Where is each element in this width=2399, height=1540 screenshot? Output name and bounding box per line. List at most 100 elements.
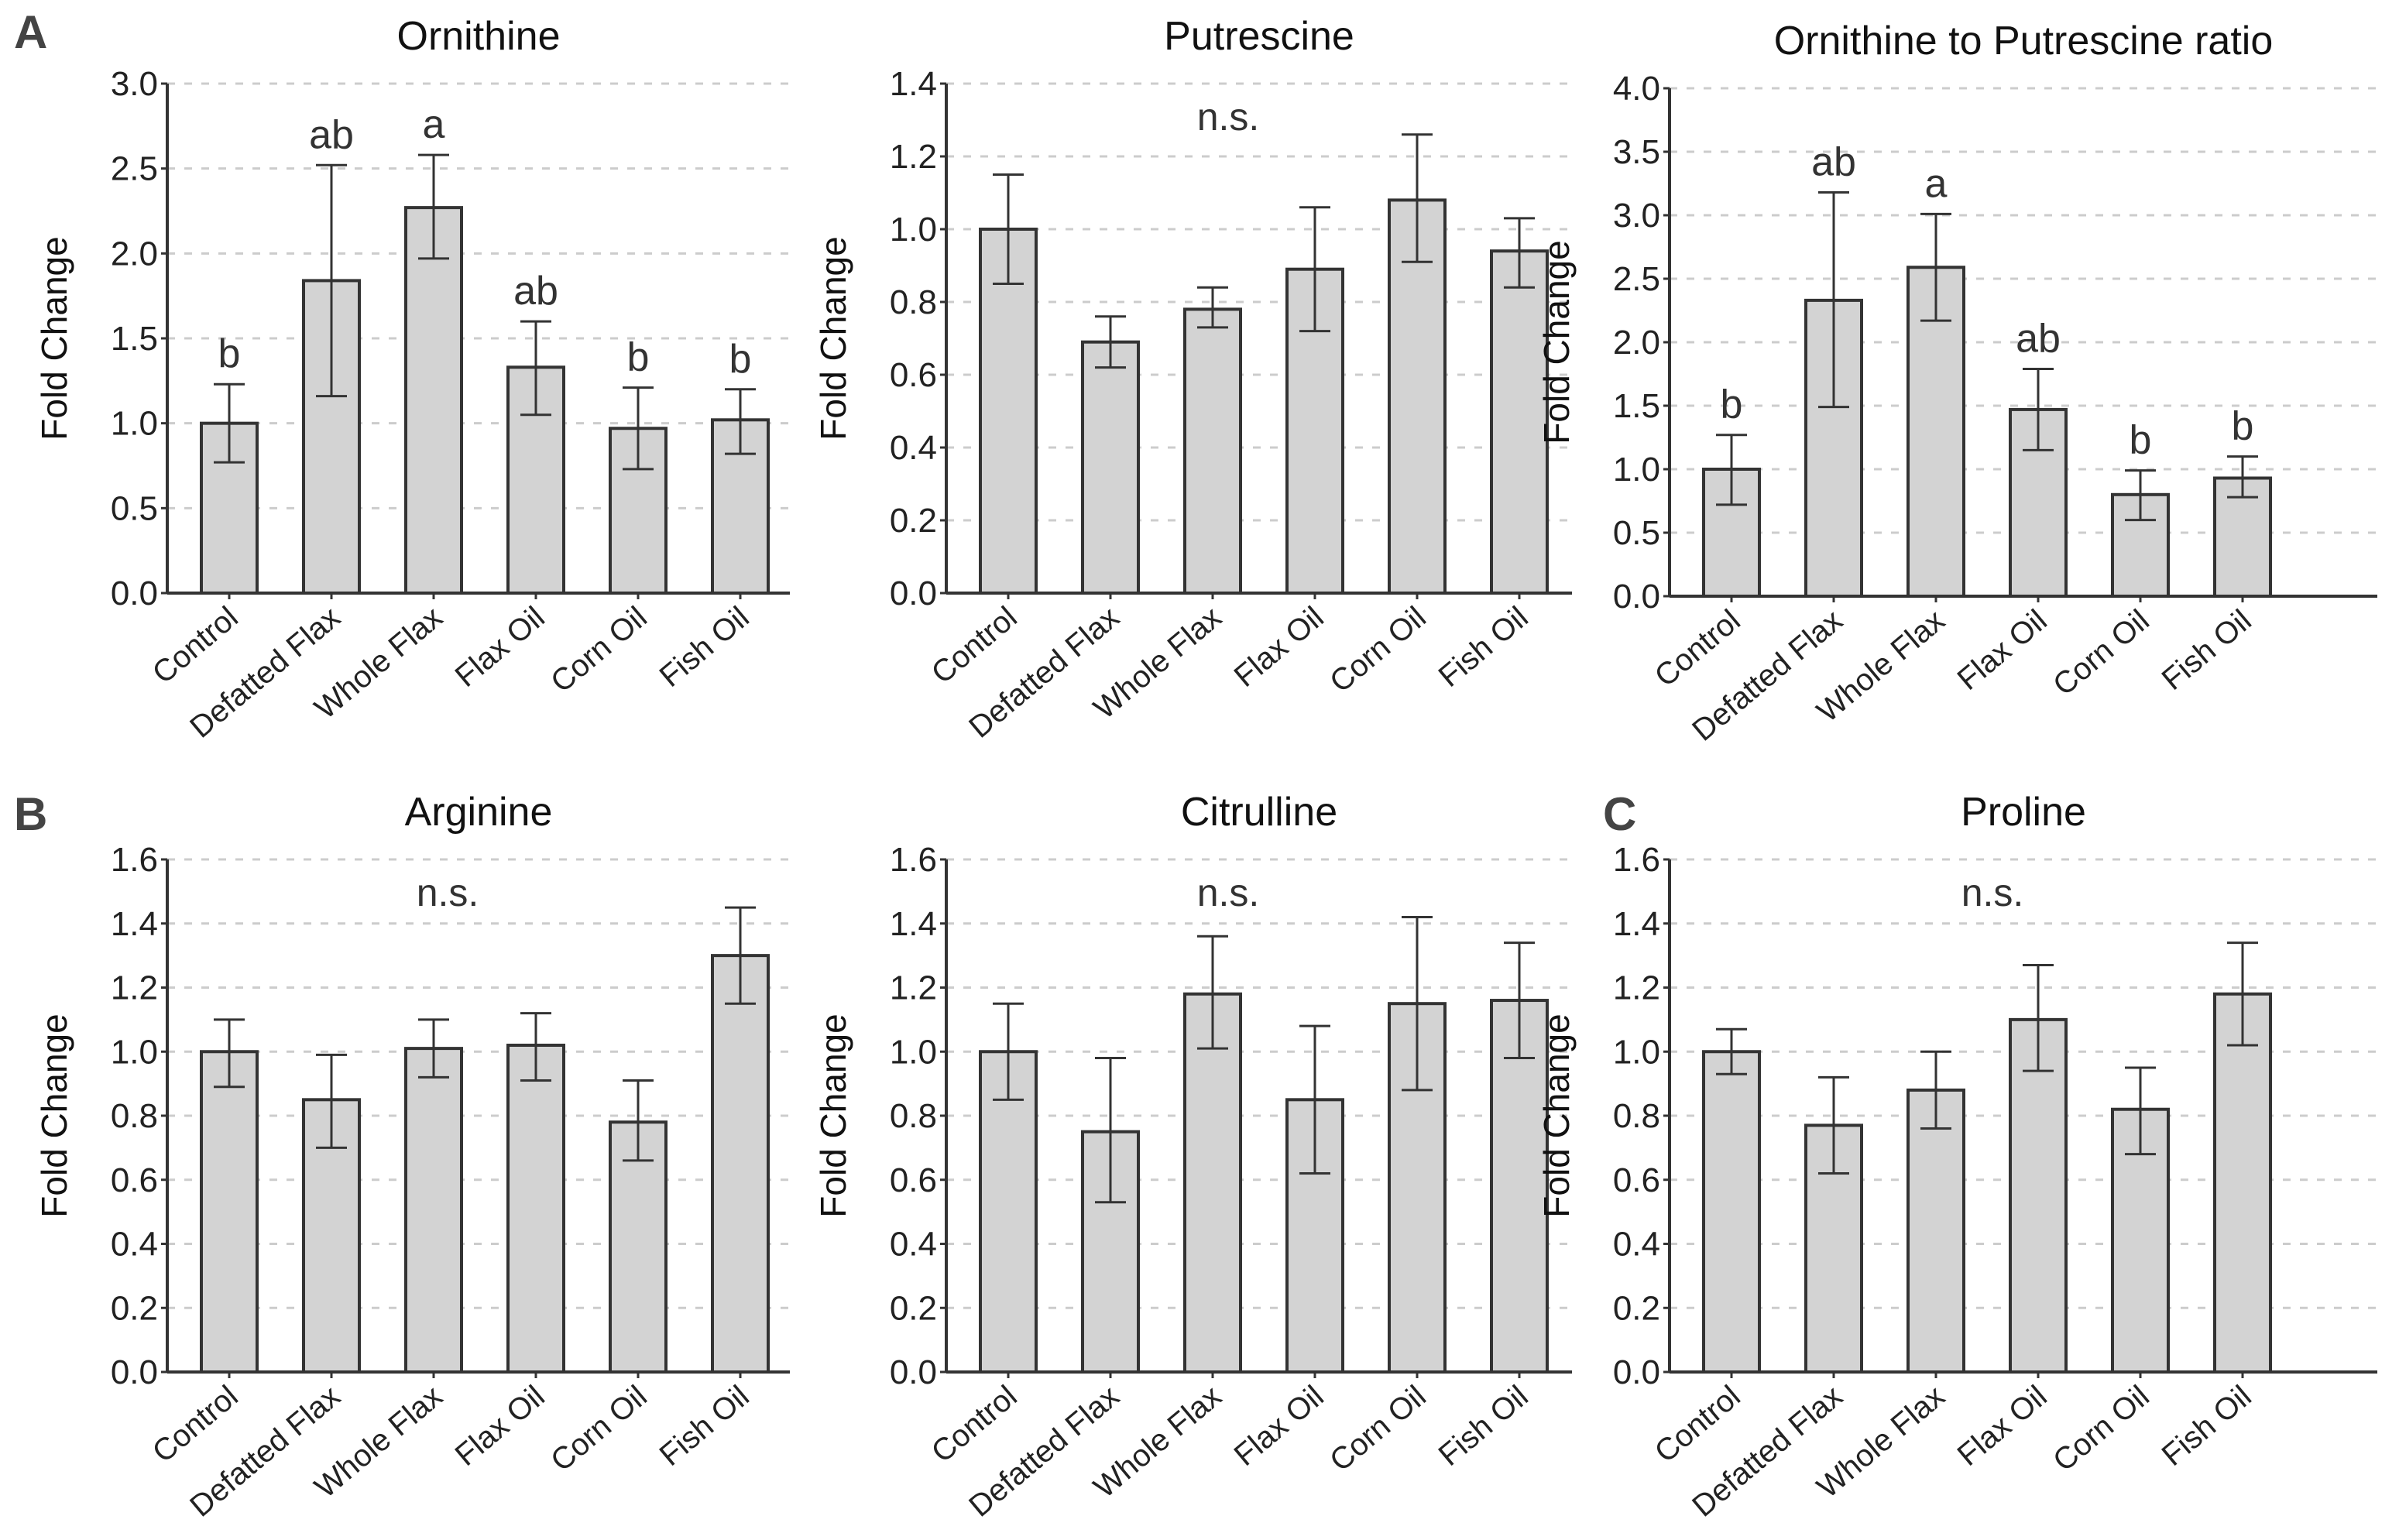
y-tick-label: 1.4 [890, 65, 937, 103]
y-tick-label: 2.5 [111, 150, 158, 188]
y-tick-label: 3.0 [1613, 197, 1660, 235]
bar [2009, 407, 2068, 598]
bar [1183, 992, 1242, 1374]
y-tick-label: 1.4 [1613, 905, 1660, 943]
y-tick-label: 0.2 [1613, 1289, 1660, 1327]
chart-4: 0.0 0.2 0.4 0.6 0.8 1.0 1.2 1.4 1.6 Citrulline Fol… [813, 790, 1572, 1524]
significance-letter: b [218, 331, 241, 376]
category-label: Fish Oil [2156, 603, 2258, 697]
bar [404, 1047, 463, 1374]
category-label: Flax Oil [1228, 600, 1330, 694]
bar [609, 1120, 668, 1374]
significance-letter: b [729, 337, 752, 382]
y-axis-label: Fold Change [34, 1014, 74, 1217]
significance-letter: b [1721, 382, 1743, 427]
category-label: Corn Oil [544, 600, 654, 699]
bar [1702, 1050, 1761, 1374]
bar [2213, 992, 2272, 1374]
y-tick-label: 0.0 [890, 574, 937, 612]
bar [1081, 340, 1140, 595]
y-tick-label: 0.2 [890, 502, 937, 540]
y-tick-label: 0.4 [1613, 1226, 1660, 1264]
significance-note: n.s. [417, 871, 479, 914]
significance-letter: ab [309, 112, 354, 157]
y-tick-label: 2.0 [1613, 324, 1660, 362]
category-label: Flax Oil [1951, 603, 2054, 697]
y-tick-label: 0.4 [890, 1226, 937, 1264]
y-axis-label: Fold Change [813, 236, 853, 440]
category-label: Fish Oil [654, 1379, 756, 1473]
y-tick-label: 1.0 [111, 405, 158, 443]
y-tick-label: 1.5 [111, 320, 158, 358]
significance-letter: b [2232, 404, 2254, 449]
significance-note: n.s. [1961, 871, 2024, 914]
y-tick-label: 1.4 [890, 905, 937, 943]
y-tick-label: 0.0 [111, 1353, 158, 1391]
y-tick-label: 0.0 [890, 1353, 937, 1391]
category-label: Control [1649, 1379, 1747, 1470]
significance-letter: ab [2016, 316, 2061, 361]
y-axis-label: Fold Change [1536, 1014, 1577, 1217]
y-tick-label: 1.6 [1613, 841, 1660, 879]
significance-note: n.s. [1197, 95, 1260, 139]
y-tick-label: 3.0 [111, 65, 158, 103]
y-tick-label: 0.6 [890, 356, 937, 394]
y-tick-label: 0.6 [1613, 1161, 1660, 1199]
bar [1490, 999, 1549, 1374]
y-tick-label: 1.5 [1613, 387, 1660, 425]
bar [506, 1043, 565, 1374]
y-tick-label: 1.0 [890, 211, 937, 249]
bar [1388, 1002, 1447, 1374]
chart-title: Ornithine [397, 14, 561, 59]
bar [1907, 1088, 1965, 1374]
significance-note: n.s. [1197, 871, 1260, 914]
y-axis-label: Fold Change [813, 1014, 853, 1217]
y-tick-label: 0.0 [1613, 1353, 1660, 1391]
category-label: Flax Oil [1228, 1379, 1330, 1473]
category-label: Fish Oil [1433, 600, 1535, 694]
category-label: Control [146, 600, 245, 691]
bar [200, 1050, 259, 1374]
category-label: Control [925, 600, 1024, 691]
bar [1183, 307, 1242, 595]
y-tick-label: 0.2 [111, 1289, 158, 1327]
category-label: Fish Oil [654, 600, 756, 694]
chart-title: Citrulline [1181, 790, 1337, 835]
y-tick-label: 1.0 [1613, 1033, 1660, 1071]
y-tick-label: 0.8 [1613, 1097, 1660, 1135]
bar [404, 206, 463, 595]
panel-letter-c: C [1603, 788, 1636, 840]
category-label: Control [146, 1379, 245, 1470]
y-tick-label: 0.5 [1613, 514, 1660, 552]
y-tick-label: 0.8 [890, 283, 937, 321]
y-tick-label: 0.8 [890, 1097, 937, 1135]
category-label: Control [925, 1379, 1024, 1470]
y-tick-label: 1.0 [1613, 451, 1660, 489]
category-label: Control [1649, 603, 1747, 694]
y-tick-label: 0.6 [890, 1161, 937, 1199]
y-tick-label: 1.0 [111, 1033, 158, 1071]
y-tick-label: 0.6 [111, 1161, 158, 1199]
y-tick-label: 0.0 [111, 574, 158, 612]
chart-title: Arginine [405, 790, 553, 835]
y-tick-label: 0.4 [111, 1226, 158, 1264]
chart-5: 0.0 0.2 0.4 0.6 0.8 1.0 1.2 1.4 1.6 Proline Fold C… [1536, 790, 2377, 1524]
y-tick-label: 0.8 [111, 1097, 158, 1135]
y-tick-label: 3.5 [1613, 133, 1660, 171]
y-tick-label: 1.2 [111, 969, 158, 1007]
chart-title: Putrescine [1164, 14, 1354, 59]
chart-title: Ornithine to Putrescine ratio [1774, 19, 2274, 63]
y-tick-label: 0.5 [111, 489, 158, 527]
significance-letter: b [627, 335, 650, 380]
y-axis-label: Fold Change [1536, 240, 1577, 444]
category-label: Corn Oil [1323, 600, 1433, 699]
category-label: Corn Oil [2047, 603, 2156, 702]
y-tick-label: 4.0 [1613, 70, 1660, 108]
panel-letter-b: B [14, 788, 47, 840]
significance-letter: a [423, 102, 445, 147]
category-label: Corn Oil [544, 1379, 654, 1478]
significance-letter: a [1925, 161, 1948, 206]
y-tick-label: 1.2 [890, 138, 937, 176]
chart-0: 0.0 0.5 1.0 1.5 2.0 2.5 3.0 Ornithine Fold Chang… [34, 14, 790, 745]
